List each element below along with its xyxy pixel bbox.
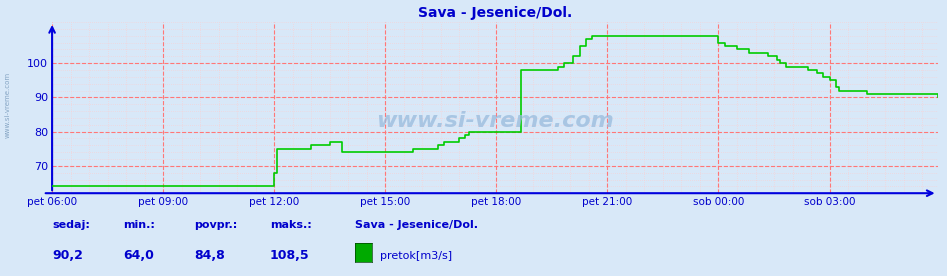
Text: min.:: min.:: [123, 220, 155, 230]
Text: 90,2: 90,2: [52, 250, 83, 262]
Text: www.si-vreme.com: www.si-vreme.com: [376, 111, 614, 131]
Text: www.si-vreme.com: www.si-vreme.com: [5, 72, 10, 138]
Text: pretok[m3/s]: pretok[m3/s]: [380, 251, 452, 261]
Text: 84,8: 84,8: [194, 250, 224, 262]
Text: povpr.:: povpr.:: [194, 220, 238, 230]
Title: Sava - Jesenice/Dol.: Sava - Jesenice/Dol.: [418, 6, 572, 20]
Text: Sava - Jesenice/Dol.: Sava - Jesenice/Dol.: [355, 220, 478, 230]
Text: sedaj:: sedaj:: [52, 220, 90, 230]
Text: maks.:: maks.:: [270, 220, 312, 230]
Text: 64,0: 64,0: [123, 250, 154, 262]
Text: 108,5: 108,5: [270, 250, 310, 262]
